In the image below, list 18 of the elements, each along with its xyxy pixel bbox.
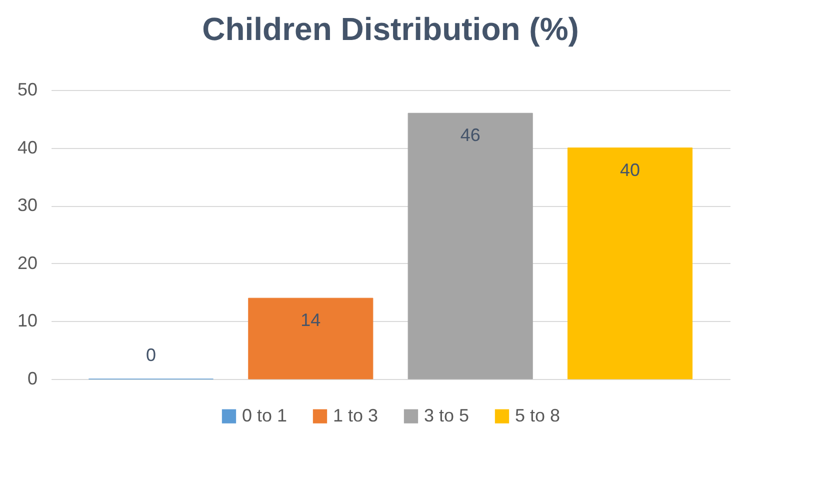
- y-tick-label: 30: [17, 195, 38, 216]
- y-tick-label: 10: [17, 310, 38, 331]
- legend-label: 5 to 8: [515, 405, 560, 426]
- bar: [248, 298, 374, 380]
- legend-label: 1 to 3: [333, 405, 378, 426]
- y-tick-label: 0: [27, 368, 38, 388]
- chart-title: Children Distribution (%): [202, 11, 579, 47]
- bar: [408, 112, 533, 380]
- y-tick-label: 50: [17, 80, 38, 100]
- y-tick-label: 20: [17, 252, 38, 273]
- legend-label: 3 to 5: [424, 405, 470, 426]
- data-label: 46: [460, 125, 480, 146]
- data-label: 14: [300, 310, 321, 330]
- y-tick-label: 40: [17, 137, 38, 158]
- legend-label: 0 to 1: [242, 405, 288, 426]
- data-label: 0: [146, 345, 156, 365]
- data-label: 40: [620, 160, 640, 180]
- bar: [567, 148, 693, 380]
